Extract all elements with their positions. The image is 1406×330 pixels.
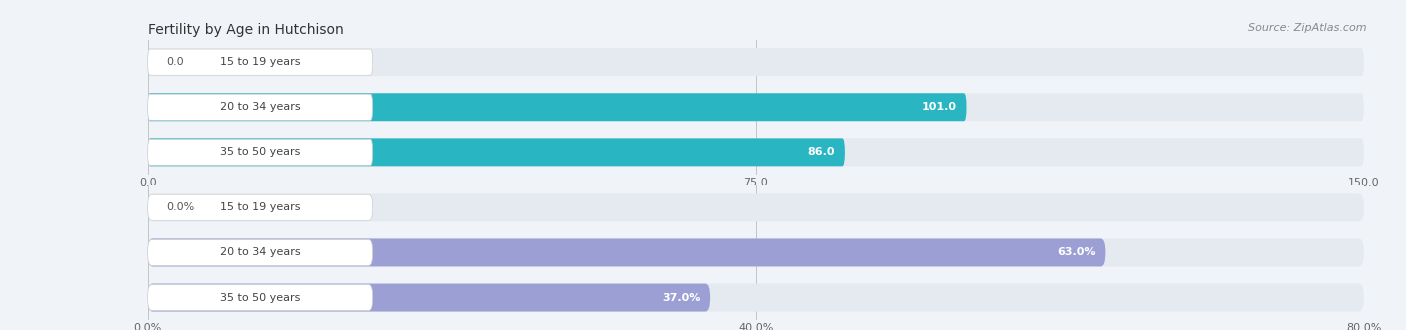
Text: 0.0%: 0.0%	[166, 202, 194, 212]
Text: 20 to 34 years: 20 to 34 years	[219, 102, 301, 112]
FancyBboxPatch shape	[148, 283, 1364, 312]
FancyBboxPatch shape	[148, 138, 1364, 166]
Text: 101.0: 101.0	[922, 102, 957, 112]
FancyBboxPatch shape	[148, 193, 1364, 221]
Text: 15 to 19 years: 15 to 19 years	[219, 202, 301, 212]
Text: 35 to 50 years: 35 to 50 years	[219, 293, 301, 303]
Text: 20 to 34 years: 20 to 34 years	[219, 248, 301, 257]
FancyBboxPatch shape	[148, 94, 373, 120]
Text: 35 to 50 years: 35 to 50 years	[219, 148, 301, 157]
FancyBboxPatch shape	[148, 239, 373, 266]
Text: 37.0%: 37.0%	[662, 293, 700, 303]
FancyBboxPatch shape	[148, 194, 373, 220]
FancyBboxPatch shape	[148, 93, 1364, 121]
FancyBboxPatch shape	[148, 139, 373, 165]
FancyBboxPatch shape	[148, 284, 373, 311]
Text: Source: ZipAtlas.com: Source: ZipAtlas.com	[1249, 23, 1367, 33]
FancyBboxPatch shape	[148, 239, 1364, 266]
Text: 15 to 19 years: 15 to 19 years	[219, 57, 301, 67]
Text: 86.0: 86.0	[807, 148, 835, 157]
FancyBboxPatch shape	[148, 49, 373, 75]
FancyBboxPatch shape	[148, 48, 1364, 76]
FancyBboxPatch shape	[148, 93, 966, 121]
Text: 0.0: 0.0	[166, 57, 184, 67]
Text: 63.0%: 63.0%	[1057, 248, 1095, 257]
FancyBboxPatch shape	[148, 138, 845, 166]
FancyBboxPatch shape	[148, 239, 1105, 266]
FancyBboxPatch shape	[148, 283, 710, 312]
Text: Fertility by Age in Hutchison: Fertility by Age in Hutchison	[148, 23, 343, 37]
